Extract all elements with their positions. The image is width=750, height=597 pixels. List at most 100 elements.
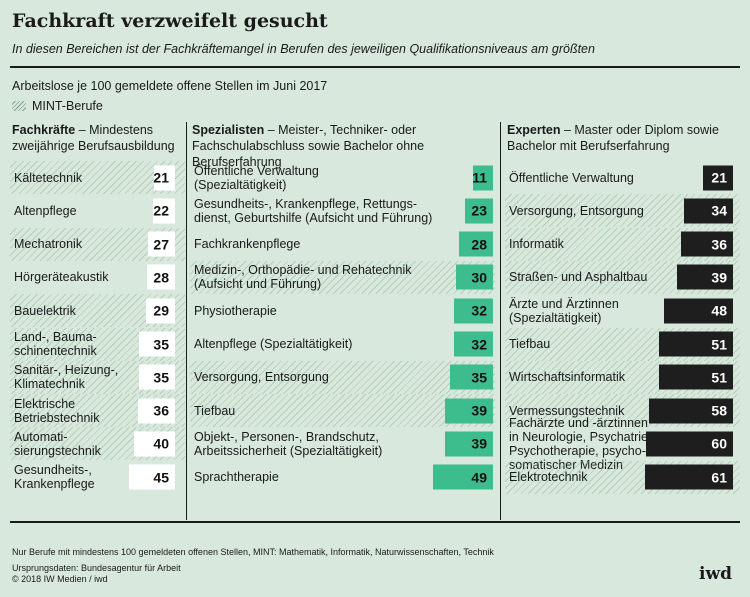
column-divider (186, 122, 187, 520)
bar-row: Altenpflege (Spezialtätigkeit) 32 (190, 328, 495, 361)
bar-label: Hörgeräteakustik (14, 270, 109, 285)
bar-label: Straßen- und Asphaltbau (509, 270, 648, 285)
bar-value: 29 (153, 302, 169, 319)
bar-value: 39 (711, 269, 727, 286)
bar-value: 35 (153, 369, 169, 386)
mint-hatch-swatch (12, 101, 26, 111)
bar-label: Mechatronik (14, 237, 83, 252)
bar-row: Hörgeräteakustik 28 (10, 261, 185, 294)
bar-row: Versorgung, Entsorgung 35 (190, 360, 495, 394)
bar: 60 (646, 431, 733, 457)
bar-label: Gesundheits-, Krankenpflege (14, 463, 95, 492)
bar: 51 (659, 364, 733, 390)
legend: MINT-Berufe (12, 99, 103, 113)
bar-label: Land-, Bauma-schinentechnik (14, 330, 97, 358)
bar-row: Sprachtherapie 49 (190, 461, 495, 494)
bar-label: Gesundheits-, Krankenpflege, Rettungs-di… (194, 196, 433, 225)
bar-label: Tiefbau (194, 403, 236, 418)
bar-value: 58 (711, 402, 727, 419)
bar-value: 36 (153, 402, 169, 419)
copyright-line: © 2018 IW Medien / iwd (12, 574, 108, 584)
bar-value: 40 (153, 435, 169, 452)
bar: 61 (645, 464, 733, 490)
bar-value: 11 (472, 169, 487, 186)
bar-label: Physiotherapie (194, 303, 277, 318)
bar-label: Tiefbau (509, 337, 551, 351)
bar-value: 21 (711, 169, 727, 186)
bar: 23 (464, 198, 493, 224)
bar: 11 (472, 165, 493, 190)
bar-label: Sprachtherapie (194, 470, 279, 485)
bar-row: Objekt-, Personen-, Brandschutz, Arbeitss… (190, 427, 495, 460)
bar-label: Medizin-, Orthopädie- und Rehatechnik (Au… (194, 263, 412, 292)
bar-value: 23 (471, 202, 487, 219)
bar-row: Ärzte und Ärztinnen (Spezialtätigkeit) 48 (505, 294, 740, 327)
column-header-fachkraefte: Fachkräfte – Mindestens zweijährige Beru… (12, 122, 187, 154)
bar-row: Automati-sierungstechnik 40 (10, 427, 185, 461)
bar-row: Tiefbau 39 (190, 394, 495, 428)
bar-value: 28 (153, 269, 169, 286)
bar-label: Kältetechnik (14, 170, 83, 185)
bar-value: 28 (471, 236, 487, 253)
column-description: – Meister-, Techniker- oder Fachschulabs… (192, 123, 425, 169)
bar-row: Mechatronik 27 (10, 227, 185, 261)
bar-value: 60 (711, 435, 727, 452)
bar-label: Informatik (509, 237, 564, 252)
bar-row: Kältetechnik 21 (10, 161, 185, 194)
bar-row: Wirtschaftsinformatik 51 (505, 360, 740, 394)
column-description: – Mindestens zweijährige Berufsausbildun… (12, 123, 175, 153)
bar: 27 (147, 231, 175, 257)
bottom-rule (10, 521, 740, 523)
bar-label: Versorgung, Entsorgung (509, 203, 644, 218)
bar: 36 (681, 231, 733, 257)
bar-row: Versorgung, Entsorgung 34 (505, 194, 740, 228)
bar-label: Elektrotechnik (509, 470, 588, 485)
bar-row: Gesundheits-, Krankenpflege, Rettungs-di… (190, 194, 495, 227)
bar-label: Bauelektrik (14, 303, 76, 318)
bar-row: Physiotherapie 32 (190, 294, 495, 327)
bar-value: 34 (711, 202, 727, 219)
bar-row: Medizin-, Orthopädie- und Rehatechnik (Au… (190, 260, 495, 294)
chart-subtitle: In diesen Bereichen ist der Fachkräftema… (12, 42, 595, 56)
bar-value: 49 (471, 469, 487, 486)
legend-label: MINT-Berufe (32, 99, 103, 113)
bar-row: Straßen- und Asphaltbau 39 (505, 260, 740, 294)
top-rule (10, 66, 740, 68)
bar: 39 (676, 264, 733, 290)
bar-value: 21 (153, 169, 169, 186)
bar-row: Informatik 36 (505, 227, 740, 261)
bar: 36 (138, 398, 175, 424)
bar-row: Altenpflege 22 (10, 194, 185, 227)
bar-value: 35 (153, 336, 169, 352)
bar-value: 51 (711, 369, 727, 386)
bar-label: Wirtschaftsinformatik (509, 370, 625, 385)
bar-row: Bauelektrik 29 (10, 294, 185, 328)
bar-value: 27 (153, 236, 169, 253)
bar-value: 35 (471, 369, 487, 386)
bar: 34 (683, 198, 733, 224)
bar: 29 (145, 298, 175, 324)
bar-label: Objekt-, Personen-, Brandschutz, Arbeitss… (194, 429, 383, 458)
bar: 35 (139, 364, 175, 390)
bar-value: 61 (711, 469, 727, 486)
bar: 40 (134, 431, 175, 457)
bar-label: Versorgung, Entsorgung (194, 370, 329, 385)
bar-value: 32 (471, 336, 487, 352)
bar-value: 51 (711, 336, 727, 352)
bar-value: 30 (471, 269, 487, 286)
bar-label: Öffentliche Verwaltung (509, 170, 634, 185)
column-title: Spezialisten (192, 123, 265, 137)
bar: 35 (450, 364, 493, 390)
source-line: Ursprungsdaten: Bundesagentur für Arbeit (12, 563, 181, 573)
bar-label: Elektrische Betriebstechnik (14, 396, 100, 425)
chart-title: Fachkraft verzweifelt gesucht (12, 10, 328, 32)
bar-label: Fachkrankenpflege (194, 237, 301, 252)
bar-row: Fachärzte und -ärztinnen in Neurologie, P… (505, 416, 740, 472)
bar-value: 45 (153, 469, 169, 486)
bar-value: 39 (471, 435, 487, 452)
bar-label: Öffentliche Verwaltung (Spezialtätigkeit) (194, 163, 319, 192)
bar: 28 (146, 264, 175, 290)
bar: 21 (153, 165, 175, 190)
bar: 21 (702, 165, 733, 190)
footnote: Nur Berufe mit mindestens 100 gemeldeten… (12, 547, 494, 557)
